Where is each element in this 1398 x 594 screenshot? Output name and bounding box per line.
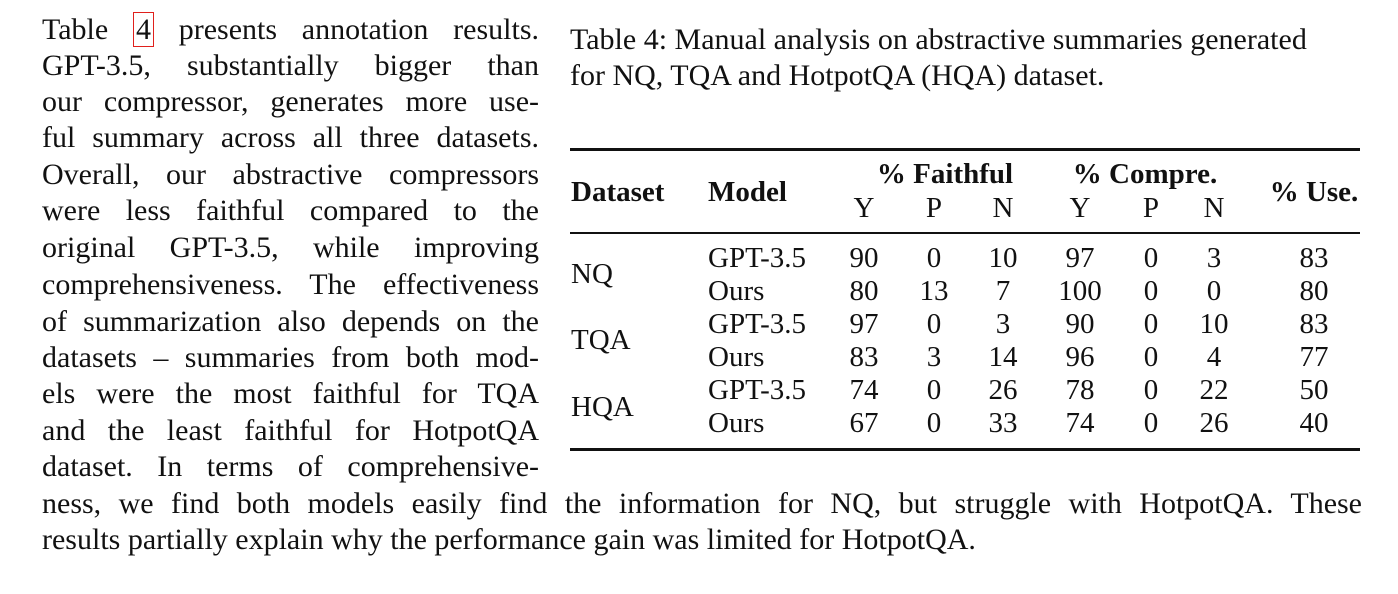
caption-line-1: Table 4: Manual analysis on abstractive … — [570, 23, 1307, 56]
table-word: Table — [42, 13, 109, 46]
paragraph-text: presents annotation results. — [178, 13, 540, 46]
value-cell: 0 — [1143, 242, 1159, 274]
paragraph-line-4: ful summary across all three datasets. — [42, 121, 539, 154]
value-cell: 80 — [1299, 275, 1329, 307]
value-cell: 90 — [1065, 308, 1095, 340]
header-compre: % Compre. — [1072, 158, 1218, 190]
value-cell: 0 — [926, 308, 942, 340]
value-cell: 83 — [849, 341, 879, 373]
subheader-faithful-p: P — [925, 192, 943, 224]
table-ref-link[interactable]: 4 — [132, 12, 154, 47]
model-cell: Ours — [708, 275, 765, 307]
table-bottom-rule — [570, 448, 1360, 451]
model-cell: Ours — [708, 407, 765, 439]
table-header-rule — [570, 232, 1360, 234]
paragraph-line-3: our compressor, generates more use- — [42, 85, 539, 118]
value-cell: 33 — [988, 407, 1018, 439]
value-cell: 0 — [926, 407, 942, 439]
paragraph-line-12: and the least faithful for HotpotQA — [42, 414, 539, 447]
value-cell: 26 — [1199, 407, 1229, 439]
model-cell: GPT-3.5 — [708, 374, 807, 406]
value-cell: 26 — [988, 374, 1018, 406]
value-cell: 13 — [919, 275, 949, 307]
value-cell: 0 — [1143, 275, 1159, 307]
value-cell: 78 — [1065, 374, 1095, 406]
dataset-tqa: TQA — [571, 324, 631, 356]
value-cell: 40 — [1299, 407, 1329, 439]
paragraph-line-8: comprehensiveness. The effectiveness — [42, 268, 539, 301]
value-cell: 3 — [926, 341, 942, 373]
value-cell: 22 — [1199, 374, 1229, 406]
value-cell: 10 — [988, 242, 1018, 274]
paragraph-line-11: els were the most faithful for TQA — [42, 377, 539, 410]
dataset-hqa: HQA — [571, 391, 634, 423]
value-cell: 4 — [1206, 341, 1222, 373]
value-cell: 0 — [1206, 275, 1222, 307]
paragraph-line-15: results partially explain why the perfor… — [42, 523, 976, 556]
value-cell: 97 — [849, 308, 879, 340]
subheader-faithful-y: Y — [853, 192, 875, 224]
header-model: Model — [708, 176, 787, 208]
value-cell: 96 — [1065, 341, 1095, 373]
value-cell: 0 — [926, 374, 942, 406]
subheader-faithful-n: N — [992, 192, 1014, 224]
value-cell: 0 — [1143, 407, 1159, 439]
header-faithful: % Faithful — [876, 158, 1014, 190]
value-cell: 10 — [1199, 308, 1229, 340]
value-cell: 74 — [1065, 407, 1095, 439]
model-cell: Ours — [708, 341, 765, 373]
value-cell: 67 — [849, 407, 879, 439]
table-caption: Table 4: Manual analysis on abstractive … — [570, 22, 1370, 94]
model-cell: GPT-3.5 — [708, 242, 807, 274]
paragraph-line-2: GPT-3.5, substantially bigger than — [42, 49, 539, 82]
value-cell: 90 — [849, 242, 879, 274]
value-cell: 83 — [1299, 308, 1329, 340]
subheader-compre-y: Y — [1069, 192, 1091, 224]
paragraph-line-1: Table 4 presents annotation results. — [42, 12, 539, 48]
value-cell: 0 — [1143, 308, 1159, 340]
paragraph-line-5: Overall, our abstractive compressors — [42, 158, 539, 191]
paragraph-line-7: original GPT-3.5, while improving — [42, 231, 539, 264]
value-cell: 7 — [995, 275, 1011, 307]
paragraph-line-10: datasets – summaries from both mod- — [42, 341, 539, 374]
value-cell: 97 — [1065, 242, 1095, 274]
value-cell: 3 — [1206, 242, 1222, 274]
value-cell: 0 — [1143, 341, 1159, 373]
value-cell: 3 — [995, 308, 1011, 340]
value-cell: 100 — [1058, 275, 1102, 307]
header-dataset: Dataset — [571, 176, 665, 208]
dataset-nq: NQ — [571, 258, 613, 290]
model-cell: GPT-3.5 — [708, 308, 807, 340]
paragraph-line-14: ness, we find both models easily find th… — [42, 487, 1362, 520]
value-cell: 83 — [1299, 242, 1329, 274]
subheader-compre-p: P — [1142, 192, 1160, 224]
paragraph-line-13: dataset. In terms of comprehensive- — [42, 450, 539, 483]
table-top-rule — [570, 148, 1360, 151]
value-cell: 80 — [849, 275, 879, 307]
header-use: % Use. — [1269, 176, 1359, 208]
value-cell: 0 — [1143, 374, 1159, 406]
value-cell: 74 — [849, 374, 879, 406]
paragraph-line-9: of summarization also depends on the — [42, 305, 539, 338]
value-cell: 0 — [926, 242, 942, 274]
value-cell: 50 — [1299, 374, 1329, 406]
value-cell: 77 — [1299, 341, 1329, 373]
paragraph-line-6: were less faithful compared to the — [42, 194, 539, 227]
subheader-compre-n: N — [1203, 192, 1225, 224]
caption-line-2: for NQ, TQA and HotpotQA (HQA) dataset. — [570, 59, 1105, 92]
value-cell: 14 — [988, 341, 1018, 373]
